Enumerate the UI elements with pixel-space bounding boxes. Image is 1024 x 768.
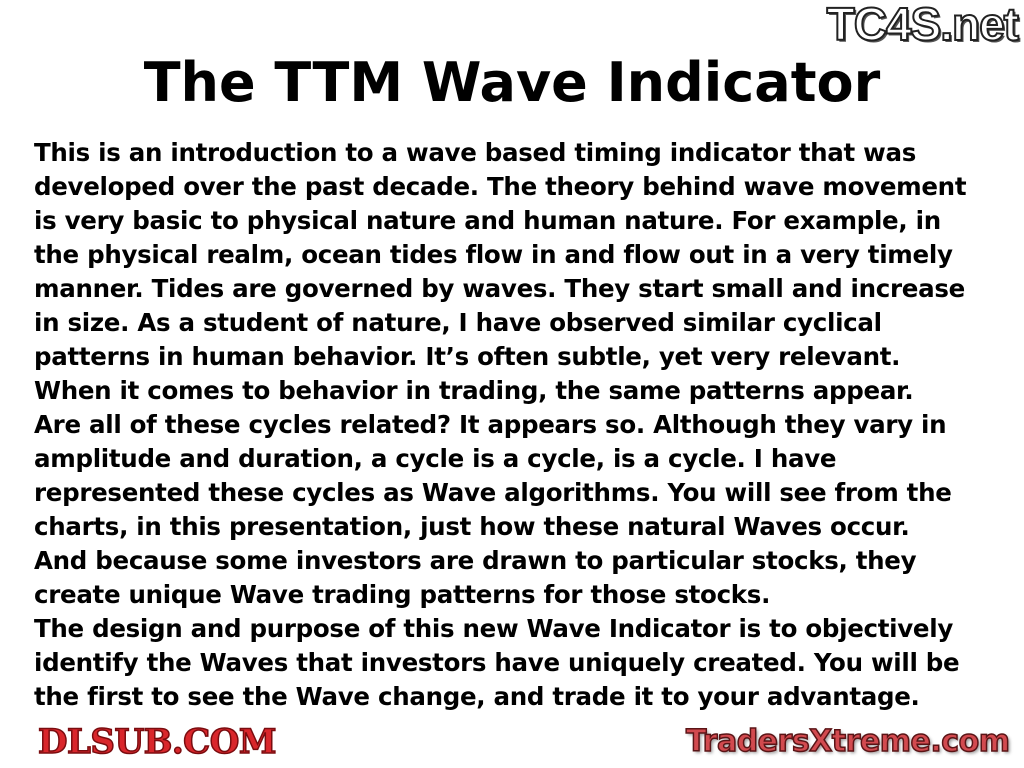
text-line: create unique Wave trading patterns for …	[34, 580, 771, 609]
tc4s-watermark: TC4S.net	[826, 0, 1020, 50]
text-line: The design and purpose of this new Wave …	[34, 614, 954, 643]
text-line: Are all of these cycles related? It appe…	[34, 410, 947, 439]
text-line: This is an introduction to a wave based …	[34, 138, 917, 167]
text-line: developed over the past decade. The theo…	[34, 172, 967, 201]
page-title: The TTM Wave Indicator	[143, 51, 881, 114]
text-line: in size. As a student of nature, I have …	[34, 308, 882, 337]
tradersxtreme-watermark: TradersXtreme.com	[685, 723, 1010, 760]
text-line: charts, in this presentation, just how t…	[34, 512, 910, 541]
text-line: is very basic to physical nature and hum…	[34, 206, 941, 235]
text-line: the physical realm, ocean tides flow in …	[34, 240, 953, 269]
text-line: amplitude and duration, a cycle is a cyc…	[34, 444, 837, 473]
text-line: patterns in human behavior. It’s often s…	[34, 342, 901, 371]
body-text: This is an introduction to a wave based …	[34, 136, 967, 714]
text-line: identify the Waves that investors have u…	[34, 648, 960, 677]
text-line: represented these cycles as Wave algorit…	[34, 478, 952, 507]
text-line: manner. Tides are governed by waves. The…	[34, 274, 965, 303]
text-line: the first to see the Wave change, and tr…	[34, 682, 920, 711]
text-line: And because some investors are drawn to …	[34, 546, 917, 575]
dlsub-watermark: DLSUB.COM	[37, 721, 277, 763]
text-line: When it comes to behavior in trading, th…	[34, 376, 914, 405]
